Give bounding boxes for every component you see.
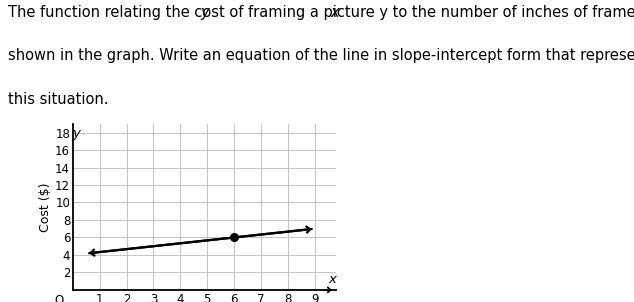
Text: y: y xyxy=(72,127,80,140)
Text: x: x xyxy=(330,5,339,20)
Text: x: x xyxy=(328,273,336,286)
Text: this situation.: this situation. xyxy=(8,92,108,107)
Text: The function relating the cost of framing a picture y to the number of inches of: The function relating the cost of framin… xyxy=(8,5,634,20)
Text: y: y xyxy=(200,5,209,20)
Text: O: O xyxy=(55,294,64,302)
Text: shown in the graph. Write an equation of the line in slope-intercept form that r: shown in the graph. Write an equation of… xyxy=(8,48,634,63)
Y-axis label: Cost ($): Cost ($) xyxy=(39,182,53,232)
